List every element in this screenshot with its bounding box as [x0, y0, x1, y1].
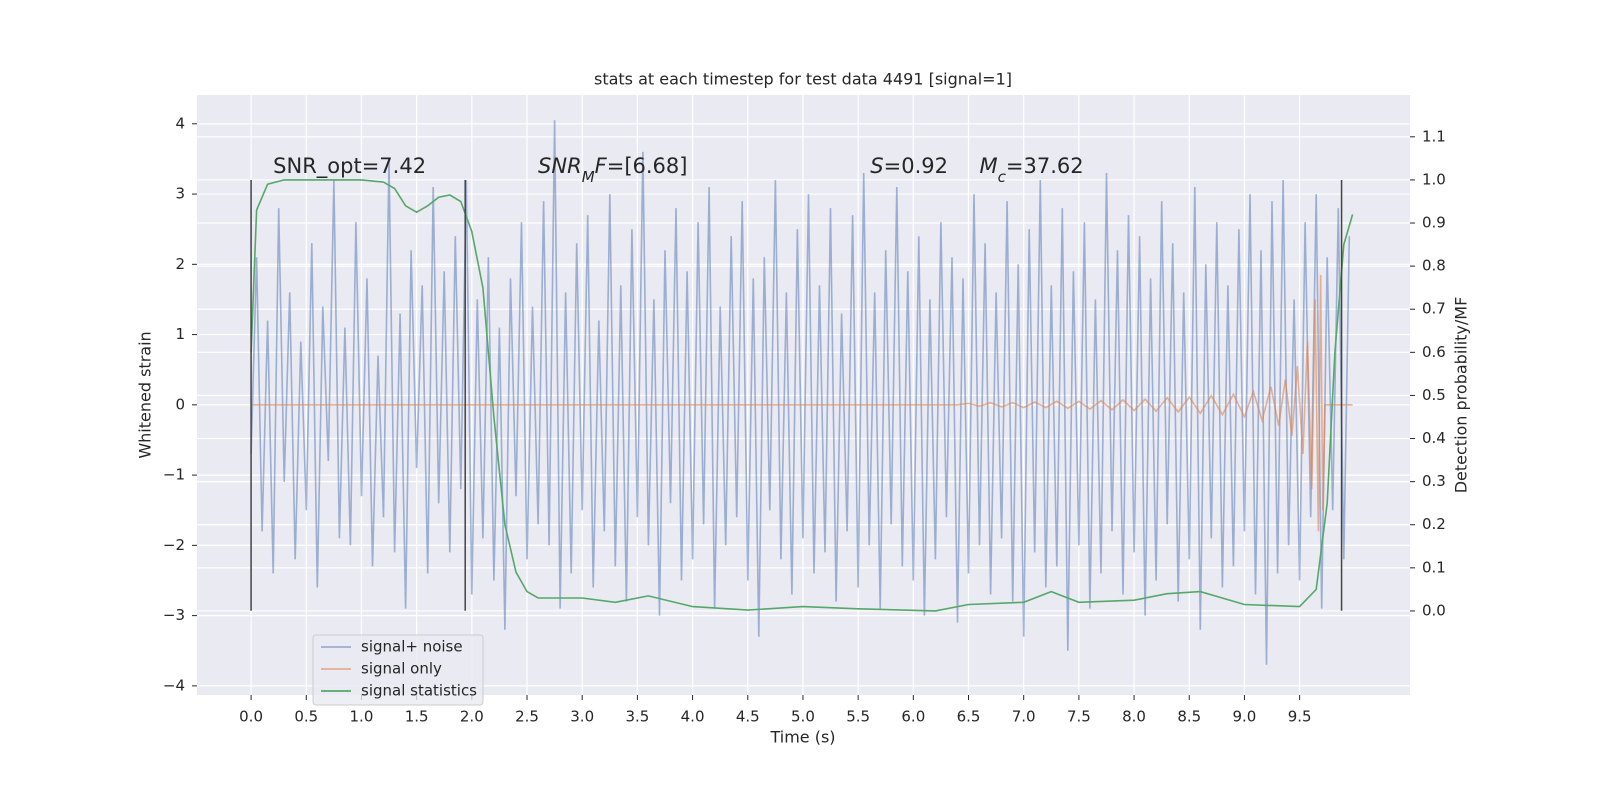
annotation-part: =37.62: [1006, 154, 1084, 178]
annotation: S=0.92: [870, 154, 948, 178]
annotation-part: SNR: [538, 154, 582, 178]
legend: signal+ noise signal only signal statistic…: [312, 634, 484, 706]
x-tick-label: 7.0: [1012, 708, 1036, 726]
annotation: Mc=37.62: [980, 154, 1084, 186]
y2-tick-label: 1.1: [1422, 127, 1446, 145]
y-tick-label: −4: [163, 676, 185, 694]
annotation-part: F: [595, 154, 608, 178]
y2-tick-label: 0.0: [1422, 601, 1446, 619]
y-tick-label: −1: [163, 466, 185, 484]
x-tick-label: 8.0: [1122, 708, 1146, 726]
y-tick-label: −2: [163, 536, 185, 554]
legend-label: signal statistics: [361, 682, 477, 700]
y-axis-label: Whitened strain: [136, 331, 155, 458]
x-tick-label: 8.5: [1177, 708, 1201, 726]
y2-axis-label: Detection probability/MF: [1452, 297, 1471, 494]
y2-tick-label: 0.1: [1422, 558, 1446, 576]
x-tick-label: 0.5: [294, 708, 318, 726]
annotation-part: c: [998, 168, 1007, 186]
annotation: SNR_opt=7.42: [273, 154, 426, 179]
y-tick-label: 3: [175, 185, 185, 203]
annotation-part: SNR_opt=7.42: [273, 154, 426, 179]
series-line: [250, 120, 1351, 665]
legend-label: signal+ noise: [361, 638, 463, 656]
y2-tick-label: 0.4: [1422, 429, 1446, 447]
annotation-part: M: [582, 168, 595, 186]
x-tick-label: 3.0: [570, 708, 594, 726]
y2-tick-label: 0.2: [1422, 515, 1446, 533]
x-tick-label: 5.5: [846, 708, 870, 726]
y-tick-label: 2: [175, 255, 185, 273]
x-tick-label: 9.0: [1233, 708, 1257, 726]
y2-tick-label: 0.9: [1422, 214, 1446, 232]
legend-label: signal only: [361, 660, 442, 678]
y2-tick-label: 0.6: [1422, 343, 1446, 361]
annotation-part: M: [980, 154, 998, 178]
x-tick-label: 5.0: [791, 708, 815, 726]
legend-box: [312, 634, 484, 706]
x-tick-label: 4.0: [681, 708, 705, 726]
x-tick-label: 7.5: [1067, 708, 1091, 726]
x-tick-label: 6.0: [901, 708, 925, 726]
y-tick-label: 0: [175, 395, 185, 413]
x-axis-label: Time (s): [769, 728, 835, 747]
annotation: SNRMF=[6.68]: [538, 154, 687, 186]
annotation-part: =[6.68]: [607, 154, 688, 178]
x-tick-label: 1.5: [405, 708, 429, 726]
y2-tick-label: 1.0: [1422, 170, 1446, 188]
x-tick-label: 6.5: [957, 708, 981, 726]
chart-title: stats at each timestep for test data 449…: [594, 70, 1012, 89]
annotation-part: S: [870, 154, 883, 178]
y-tick-label: 4: [175, 114, 185, 132]
x-tick-label: 3.5: [625, 708, 649, 726]
y-tick-label: 1: [175, 325, 185, 343]
x-tick-label: 2.0: [460, 708, 484, 726]
series-line: [251, 274, 1353, 532]
y2-tick-label: 0.7: [1422, 300, 1446, 318]
y2-tick-label: 0.8: [1422, 257, 1446, 275]
y2-tick-label: 0.3: [1422, 472, 1446, 490]
x-tick-label: 0.0: [239, 708, 263, 726]
y-tick-label: −3: [163, 606, 185, 624]
x-tick-label: 1.0: [350, 708, 374, 726]
y2-tick-label: 0.5: [1422, 386, 1446, 404]
x-tick-label: 9.5: [1288, 708, 1312, 726]
x-tick-label: 2.5: [515, 708, 539, 726]
annotation-part: =0.92: [884, 154, 948, 178]
series-line: [250, 179, 1354, 612]
x-tick-label: 4.5: [736, 708, 760, 726]
